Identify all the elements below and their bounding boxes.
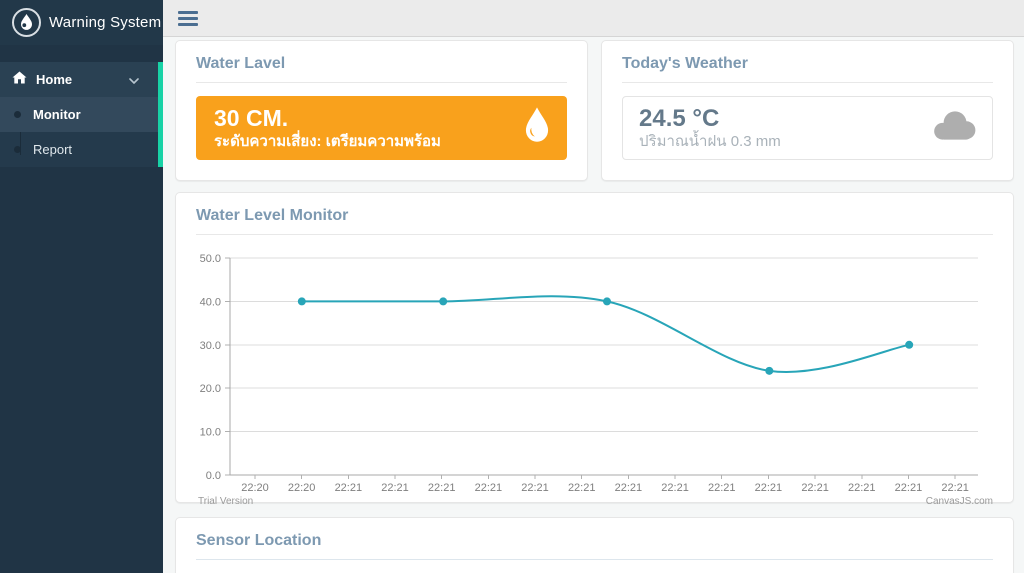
water-drop-logo-icon <box>12 8 41 37</box>
svg-text:22:21: 22:21 <box>521 482 549 494</box>
water-level-chart: 50.0 40.0 30.0 20.0 10.0 0.0 22:20 22:20 22:21 22… <box>196 248 993 508</box>
temperature-value: 24.5 °C <box>639 104 720 132</box>
sidebar-item-report[interactable]: Report <box>0 132 163 167</box>
svg-text:22:21: 22:21 <box>475 482 503 494</box>
svg-text:0.0: 0.0 <box>206 470 221 482</box>
sidebar-toggle-button[interactable] <box>173 5 203 31</box>
water-drop-icon <box>523 106 551 150</box>
home-submenu: Monitor Report <box>0 97 163 167</box>
card-title: Today's Weather <box>622 55 748 72</box>
app-title: Warning System <box>49 14 162 31</box>
svg-text:22:21: 22:21 <box>848 482 876 494</box>
card-title: Water Lavel <box>196 55 286 72</box>
home-icon <box>12 71 27 89</box>
divider <box>196 559 993 560</box>
rainfall-text: ปริมาณน้ำฝน 0.3 mm <box>639 132 781 150</box>
topbar <box>163 0 1024 37</box>
svg-text:Trial Version: Trial Version <box>198 496 253 507</box>
card-title: Water Level Monitor <box>196 207 349 224</box>
svg-text:22:21: 22:21 <box>428 482 456 494</box>
svg-text:22:21: 22:21 <box>615 482 643 494</box>
sidebar-nav: Home Monitor Report <box>0 62 163 167</box>
content: Water Lavel 30 CM. ระดับความเสี่ยง: เตรี… <box>163 37 1024 573</box>
svg-text:30.0: 30.0 <box>200 340 221 352</box>
water-level-monitor-card: Water Level Monitor 50.0 40.0 30.0 20.0 10.0… <box>175 192 1014 507</box>
weather-card: Today's Weather 24.5 °C ปริมาณน้ำฝน 0.3 … <box>601 40 1014 181</box>
svg-text:20.0: 20.0 <box>200 383 221 395</box>
svg-text:22:20: 22:20 <box>288 482 316 494</box>
svg-text:22:20: 22:20 <box>241 482 269 494</box>
svg-text:22:21: 22:21 <box>755 482 783 494</box>
svg-text:50.0: 50.0 <box>200 253 221 265</box>
main-area: Water Lavel 30 CM. ระดับความเสี่ยง: เตรี… <box>163 0 1024 573</box>
sidebar-item-label: Home <box>36 72 73 87</box>
svg-text:22:21: 22:21 <box>895 482 923 494</box>
svg-text:22:21: 22:21 <box>381 482 409 494</box>
bullet-icon <box>14 111 21 118</box>
svg-text:10.0: 10.0 <box>200 427 221 439</box>
svg-text:22:21: 22:21 <box>941 482 969 494</box>
chevron-down-icon <box>129 71 139 89</box>
sidebar-item-label: Report <box>33 142 73 157</box>
divider <box>196 82 567 83</box>
sensor-location-card: Sensor Location <box>175 517 1014 573</box>
svg-text:22:21: 22:21 <box>568 482 596 494</box>
svg-text:22:21: 22:21 <box>708 482 736 494</box>
svg-text:22:21: 22:21 <box>335 482 363 494</box>
svg-text:22:21: 22:21 <box>801 482 829 494</box>
risk-level-text: ระดับความเสี่ยง: เตรียมความพร้อม <box>214 132 441 150</box>
sidebar-item-monitor[interactable]: Monitor <box>0 97 163 132</box>
divider <box>196 234 993 235</box>
water-level-card: Water Lavel 30 CM. ระดับความเสี่ยง: เตรี… <box>175 40 588 181</box>
water-level-value: 30 CM. <box>214 104 289 131</box>
cloud-icon <box>930 109 978 148</box>
svg-text:22:21: 22:21 <box>661 482 689 494</box>
weather-box: 24.5 °C ปริมาณน้ำฝน 0.3 mm <box>622 96 993 160</box>
sidebar: Warning System Home Monitor <box>0 0 163 573</box>
card-title: Sensor Location <box>196 532 322 549</box>
divider <box>622 82 993 83</box>
svg-text:40.0: 40.0 <box>200 296 221 308</box>
sidebar-item-home[interactable]: Home <box>0 62 163 97</box>
water-level-alert-banner: 30 CM. ระดับความเสี่ยง: เตรียมความพร้อม <box>196 96 567 160</box>
sidebar-item-label: Monitor <box>33 107 81 122</box>
bullet-icon <box>14 146 21 153</box>
svg-text:CanvasJS.com: CanvasJS.com <box>926 496 993 507</box>
brand-header: Warning System <box>0 0 163 45</box>
active-accent-bar <box>158 62 163 167</box>
